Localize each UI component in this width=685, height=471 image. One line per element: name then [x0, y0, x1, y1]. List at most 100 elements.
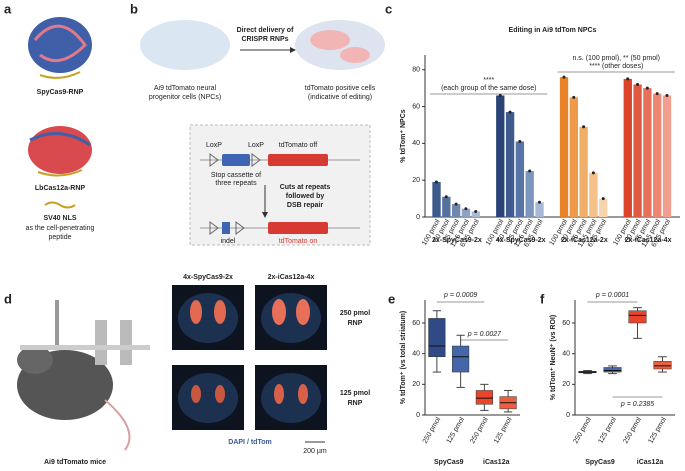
bar	[559, 77, 569, 217]
bar	[451, 204, 461, 217]
bar	[471, 211, 480, 217]
label: DAPI / tdTom	[228, 439, 271, 446]
y-tick-label: 20	[412, 381, 420, 388]
chart-title: Editing in Ai9 tdTom NPCs	[509, 27, 597, 34]
x-tick-label: 125 pmol	[647, 416, 668, 445]
x-tick-label: 250 pmol	[469, 416, 490, 445]
y-tick-label: 60	[562, 320, 570, 327]
label: progenitor cells (NPCs)	[149, 94, 221, 101]
label: CRISPR RNPs	[241, 36, 288, 43]
panel-letter: e	[388, 291, 395, 306]
label: tdTomato positive cells	[305, 85, 376, 92]
y-tick-label: 40	[562, 351, 570, 358]
label: Direct delivery of	[237, 27, 294, 34]
bar-point	[562, 75, 566, 79]
annotation: p = 0.0027	[467, 331, 502, 338]
panel-letter: d	[4, 291, 12, 306]
box	[475, 390, 493, 405]
x-tick-label: 125 pmol	[493, 416, 514, 445]
label: LoxP	[248, 142, 264, 149]
bar-point	[572, 95, 576, 99]
annotation: **** (other doses)	[589, 63, 643, 70]
label: Ai9 tdTomato neural	[154, 85, 217, 92]
group-label: iCas12a	[637, 459, 664, 466]
bar-point	[498, 94, 502, 97]
label: 4x-SpyCas9-2x	[183, 274, 233, 281]
group-label: SpyCas9	[434, 459, 464, 466]
bar-point	[454, 202, 458, 206]
label: SV40 NLS	[43, 215, 76, 222]
group-label: iCas12a	[483, 459, 510, 466]
bar	[653, 93, 662, 217]
bar	[496, 95, 505, 217]
box	[603, 367, 622, 373]
bar-point	[626, 77, 630, 81]
annotation: p = 0.0001	[595, 292, 629, 299]
y-axis-label: % tdTom⁺ NeuN⁺ (vs ROI)	[550, 315, 557, 400]
annotation: p = 0.2385	[620, 401, 654, 408]
bar	[589, 172, 598, 217]
label: Stop cassette of	[211, 172, 261, 179]
group-label: 2x-iCas12a-4x	[625, 237, 672, 244]
x-tick-label: 250 pmol	[422, 416, 443, 445]
bar	[432, 182, 441, 217]
cell-illustration	[140, 20, 385, 246]
annotation: n.s. (100 pmol), ** (50 pmol)	[572, 55, 660, 62]
x-tick-label: 125 pmol	[597, 416, 618, 445]
y-tick-label: 80	[412, 67, 420, 74]
label: 2x-iCas12a-4x	[268, 274, 315, 281]
bar	[525, 170, 534, 217]
y-tick-label: 20	[412, 177, 420, 184]
panel-letter: a	[4, 1, 12, 16]
y-tick-label: 40	[412, 351, 420, 358]
bar	[569, 97, 578, 217]
label: RNP	[348, 320, 363, 327]
bar-point	[464, 207, 468, 211]
bar	[623, 78, 632, 217]
annotation: p = 0.0009	[443, 292, 477, 299]
y-axis-label: % tdTom⁺ (vs total striatum)	[400, 311, 407, 404]
bar	[535, 202, 544, 217]
y-tick-label: 60	[412, 103, 420, 110]
bar-point	[582, 125, 586, 129]
bar-point	[474, 209, 478, 213]
panel-letter: f	[540, 291, 545, 306]
y-tick-label: 40	[412, 140, 420, 147]
group-label: 4x-SpyCas9-2x	[496, 237, 546, 244]
bar	[643, 88, 652, 218]
panel-letter: b	[130, 1, 138, 16]
bar-point	[591, 171, 595, 175]
box	[428, 318, 446, 357]
label: followed by	[286, 193, 325, 200]
box	[653, 361, 672, 370]
bar-point	[601, 197, 605, 201]
y-tick-label: 60	[412, 320, 420, 327]
bar-point	[444, 195, 448, 199]
label: Cuts at repeats	[280, 184, 331, 191]
bar-point	[528, 169, 532, 173]
bar-point	[655, 92, 659, 96]
label: Ai9 tdTomato mice	[44, 459, 106, 466]
label: three repeats	[215, 180, 257, 187]
label: DSB repair	[287, 202, 323, 209]
label: (indicative of editing)	[308, 94, 372, 101]
group-label: 2x-iCas12a-2x	[561, 237, 608, 244]
label: RNP	[348, 400, 363, 407]
bar-point	[518, 140, 522, 144]
bar	[461, 208, 471, 217]
label: peptide	[49, 234, 72, 241]
y-tick-label: 0	[416, 214, 420, 221]
bar	[579, 126, 588, 217]
panel-letter: c	[385, 1, 392, 16]
y-tick-label: 20	[562, 381, 570, 388]
bar	[442, 196, 451, 217]
mouse-and-brains	[17, 285, 327, 451]
bar-point	[508, 110, 512, 114]
bar-point	[665, 94, 669, 97]
box	[628, 310, 647, 324]
label: 200 µm	[303, 448, 327, 455]
label: LbCas12a-RNP	[35, 185, 86, 192]
label: 125 pmol	[340, 390, 370, 397]
label: 250 pmol	[340, 310, 370, 317]
x-tick-label: 250 pmol	[622, 416, 643, 445]
